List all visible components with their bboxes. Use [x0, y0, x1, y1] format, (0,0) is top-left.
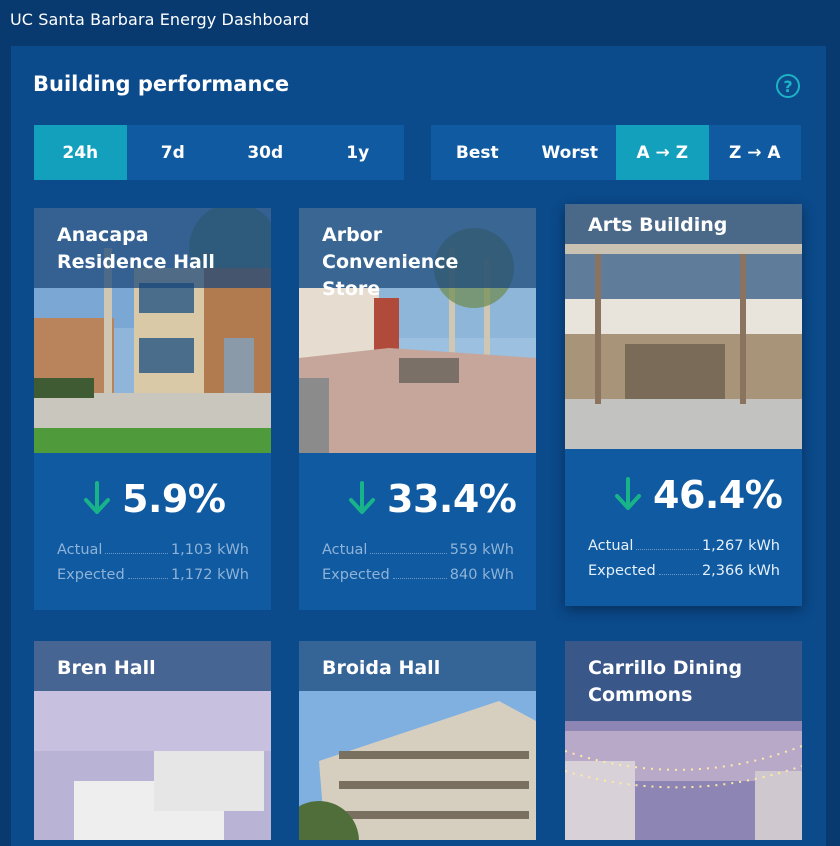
- building-name: Bren Hall: [57, 657, 156, 679]
- expected-row: Expected 840 kWh: [322, 566, 514, 586]
- building-name: Broida Hall: [322, 657, 441, 679]
- building-card-carrillo[interactable]: Carrillo Dining Commons: [565, 641, 802, 840]
- savings-percent: 5.9%: [122, 477, 226, 521]
- expected-label: Expected: [57, 567, 125, 583]
- expected-value: 1,172 kWh: [170, 567, 249, 583]
- building-card-arbor[interactable]: Arbor Convenience Store 33.4% Actual 559 …: [299, 208, 536, 610]
- building-name: Anacapa Residence Hall: [57, 224, 215, 273]
- building-photo: [565, 204, 802, 449]
- question-circle-icon[interactable]: ?: [776, 74, 800, 98]
- panel-title: Building performance: [33, 72, 290, 96]
- sort-worst[interactable]: Worst: [541, 142, 598, 163]
- arrow-down-icon: [349, 481, 375, 514]
- expected-row: Expected 1,172 kWh: [57, 566, 249, 586]
- savings-percent: 33.4%: [387, 477, 517, 521]
- card-name-band: [34, 641, 271, 691]
- building-name: Arbor Convenience Store: [322, 224, 459, 300]
- actual-label: Actual: [588, 538, 634, 554]
- expected-row: Expected 2,366 kWh: [588, 562, 780, 582]
- actual-value: 1,267 kWh: [701, 538, 780, 554]
- building-card-bren[interactable]: Bren Hall: [34, 641, 271, 840]
- building-name: Arts Building: [588, 214, 728, 236]
- building-name: Carrillo Dining Commons: [588, 657, 743, 706]
- tab-24h[interactable]: 24h: [34, 125, 127, 180]
- card-name-band: [565, 641, 802, 721]
- actual-label: Actual: [57, 542, 103, 558]
- card-stats: 5.9% Actual 1,103 kWh Expected 1,172 kWh: [34, 453, 271, 608]
- sort-z-a[interactable]: Z → A: [728, 142, 781, 163]
- app-title: UC Santa Barbara Energy Dashboard: [10, 10, 310, 29]
- actual-value: 1,103 kWh: [170, 542, 249, 558]
- sort-tabs: Best Worst A → Z Z → A: [431, 125, 801, 180]
- time-range-tabs: 24h 7d 30d 1y: [34, 125, 404, 180]
- expected-label: Expected: [322, 567, 390, 583]
- card-name-band: [299, 641, 536, 691]
- sort-a-z[interactable]: A → Z: [616, 125, 709, 180]
- tab-1y[interactable]: 1y: [346, 142, 370, 163]
- help-glyph: ?: [783, 76, 793, 96]
- actual-row: Actual 559 kWh: [322, 541, 514, 561]
- sort-best[interactable]: Best: [455, 142, 499, 163]
- actual-value: 559 kWh: [449, 542, 514, 558]
- actual-row: Actual 1,103 kWh: [57, 541, 249, 561]
- building-card-anacapa[interactable]: Anacapa Residence Hall 5.9% Actual 1,103 …: [34, 208, 271, 610]
- card-stats: 33.4% Actual 559 kWh Expected 840 kWh: [299, 453, 536, 608]
- arrow-down-icon: [84, 481, 110, 514]
- expected-value: 840 kWh: [449, 567, 514, 583]
- card-stats: 46.4% Actual 1,267 kWh Expected 2,366 kWh: [565, 449, 802, 604]
- expected-label: Expected: [588, 563, 656, 579]
- actual-label: Actual: [322, 542, 368, 558]
- card-name-band: [565, 204, 802, 244]
- card-name-band: [299, 208, 536, 288]
- building-card-arts[interactable]: Arts Building 46.4% Actual 1,267 kWh Expe…: [565, 204, 802, 606]
- building-card-broida[interactable]: Broida Hall: [299, 641, 536, 840]
- actual-row: Actual 1,267 kWh: [588, 537, 780, 557]
- savings-percent: 46.4%: [653, 473, 783, 517]
- card-name-band: [34, 208, 271, 288]
- tab-7d[interactable]: 7d: [160, 142, 185, 163]
- expected-value: 2,366 kWh: [701, 563, 780, 579]
- arrow-down-icon: [615, 477, 641, 510]
- tab-30d[interactable]: 30d: [247, 142, 284, 163]
